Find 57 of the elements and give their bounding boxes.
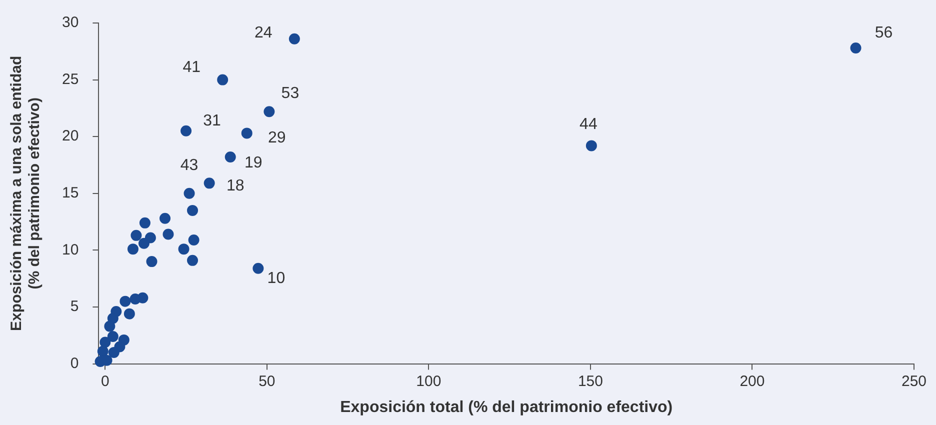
point [586, 140, 597, 152]
point [850, 42, 862, 54]
point [241, 128, 252, 139]
point [130, 294, 141, 305]
point [204, 178, 215, 189]
y-axis-title: Exposición máxima a una sola entidad (% del patrimonio efectivo) [8, 56, 44, 331]
x-tick-label: 50 [258, 372, 276, 390]
y-tick-label: 0 [70, 354, 79, 372]
y-tick-label: 10 [62, 241, 79, 258]
point [120, 296, 131, 307]
point [187, 204, 198, 216]
x-tick-label: 200 [740, 372, 765, 390]
annotation: 44 [580, 116, 598, 134]
annotation: 29 [268, 130, 286, 147]
y-tick-label: 25 [62, 70, 79, 88]
point [184, 188, 195, 199]
point [139, 217, 150, 228]
point [127, 244, 138, 255]
point [180, 125, 192, 136]
point [178, 244, 190, 255]
point [146, 256, 158, 268]
point [217, 74, 228, 86]
point [100, 336, 111, 348]
point [188, 234, 200, 246]
point [264, 106, 275, 118]
point [97, 346, 108, 357]
x-axis-title: Exposición total (% del patrimonio efectivo) [340, 398, 673, 416]
annotation: 43 [180, 156, 198, 174]
y-tick-label: 15 [62, 184, 79, 202]
x-tick-label: 100 [416, 372, 442, 390]
point [288, 33, 300, 44]
y-tick-label: 5 [70, 298, 79, 316]
point [130, 230, 142, 241]
annotation: 19 [244, 154, 262, 172]
annotation: 31 [203, 112, 222, 130]
x-tick-label: 250 [901, 372, 927, 390]
point [101, 354, 112, 366]
point [108, 346, 120, 358]
annotation: 10 [267, 270, 286, 287]
annotation: 41 [182, 59, 201, 76]
annotation: 56 [874, 24, 893, 42]
annotation: 53 [281, 85, 300, 102]
point [107, 331, 118, 342]
point [124, 308, 135, 320]
y-tick-label: 20 [62, 128, 79, 145]
y-tick-label: 30 [62, 14, 79, 32]
x-tick-label: 0 [100, 372, 110, 390]
point [138, 238, 150, 249]
annotation: 18 [226, 178, 244, 195]
point [160, 212, 171, 224]
point [187, 254, 198, 266]
annotation: 24 [254, 24, 272, 42]
point [224, 152, 236, 163]
point [252, 262, 264, 274]
point [104, 320, 116, 332]
x-tick-label: 150 [578, 372, 603, 390]
point [162, 228, 174, 240]
